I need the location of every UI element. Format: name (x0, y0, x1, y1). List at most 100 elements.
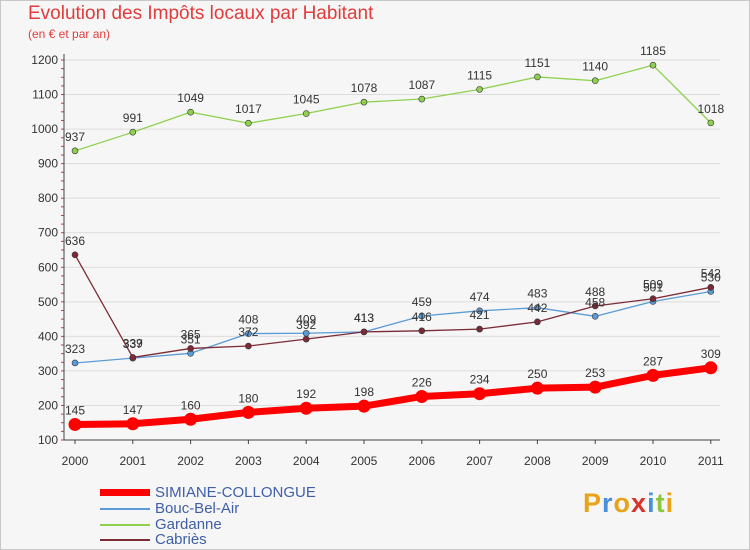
data-point (245, 342, 252, 350)
x-tick-label: 2005 (351, 454, 378, 468)
data-point (591, 77, 599, 85)
data-point (71, 147, 79, 155)
data-label: 180 (238, 391, 258, 405)
data-point (530, 381, 544, 395)
data-label: 365 (181, 327, 201, 341)
data-label: 145 (65, 403, 85, 417)
data-point (241, 405, 255, 419)
data-label: 1151 (524, 56, 550, 70)
grid-lines (64, 59, 720, 441)
legend-label-bouc-bel-air: Bouc-Bel-Air (155, 500, 240, 517)
series-line-simiane-collongue (74, 364, 712, 428)
data-label: 1045 (293, 93, 320, 107)
data-label: 937 (65, 130, 85, 144)
data-label: 459 (412, 295, 432, 309)
data-point (707, 119, 715, 127)
data-label: 416 (412, 310, 432, 324)
legend-label-gardanne: Gardanne (155, 516, 222, 533)
data-point (68, 417, 82, 431)
data-label: 542 (701, 266, 721, 280)
y-tick-label: 100 (38, 433, 58, 447)
data-point (360, 328, 368, 336)
data-point (649, 295, 657, 303)
legend-swatch-bouc-bel-air (100, 508, 150, 510)
data-point (534, 318, 541, 326)
data-point (187, 108, 194, 116)
data-label: 1017 (235, 102, 262, 116)
data-label: 147 (123, 403, 143, 417)
axes: 100 200 300 400 500 600 700 800 900 1000 1100 1200 2… (31, 53, 724, 468)
data-label: 408 (238, 313, 258, 327)
y-tick-label: 200 (38, 398, 58, 412)
x-tick-label: 2009 (582, 454, 609, 468)
data-point (299, 401, 313, 415)
series-line-cabri-s (74, 254, 711, 359)
data-point (71, 251, 79, 259)
x-tick-label: 2006 (408, 454, 435, 468)
data-label: 1018 (697, 102, 724, 116)
data-point (360, 98, 368, 106)
data-point (129, 354, 137, 361)
data-label: 1087 (408, 78, 435, 92)
data-point (184, 412, 198, 426)
x-tick-label: 2001 (119, 454, 146, 468)
data-point (418, 95, 426, 103)
data-point (476, 307, 483, 315)
data-label: 413 (354, 311, 374, 325)
data-label: 488 (585, 285, 605, 299)
x-tick-label: 2004 (293, 454, 320, 468)
data-point (588, 380, 602, 394)
data-label: 372 (238, 325, 258, 339)
data-label: 1185 (640, 44, 666, 58)
y-tick-label: 500 (38, 295, 58, 309)
data-label: 253 (585, 366, 605, 380)
x-tick-label: 2002 (177, 454, 204, 468)
data-label: 198 (354, 385, 374, 399)
y-tick-label: 400 (38, 329, 58, 343)
data-label: 409 (296, 312, 316, 326)
data-point (415, 389, 429, 403)
data-label: 351 (181, 332, 201, 346)
y-tick-label: 300 (38, 364, 58, 378)
data-point (534, 73, 541, 81)
series-group (68, 61, 718, 431)
y-tick-label: 900 (38, 157, 58, 171)
data-label: 339 (123, 336, 143, 350)
x-tick-label: 2008 (524, 454, 551, 468)
data-label: 442 (527, 301, 547, 315)
data-point (476, 325, 483, 333)
data-label: 1140 (582, 60, 608, 74)
data-label: 636 (65, 234, 85, 248)
series-line-bouc-bel-air (74, 290, 711, 364)
legend-item-gardanne: Gardanne (100, 516, 400, 533)
x-tick-label: 2010 (640, 454, 667, 468)
data-point (245, 330, 252, 337)
data-point (591, 302, 599, 310)
y-tick-label: 1200 (31, 53, 58, 67)
data-point (71, 359, 79, 367)
proxiti-logo: Proxiti (583, 488, 675, 518)
data-label: 413 (354, 311, 374, 325)
legend-swatch-cabries (100, 539, 150, 541)
data-point (357, 399, 371, 413)
data-labels: 145 147 160 180 192 198 226 234 250 253 287 309 323 3… (65, 44, 724, 417)
data-label: 250 (527, 367, 547, 381)
data-point (418, 312, 426, 320)
data-label: 509 (643, 278, 663, 292)
legend-swatch-simiane (100, 489, 150, 496)
x-tick-label: 2007 (466, 454, 493, 468)
data-point (534, 304, 541, 311)
legend-item-bouc-bel-air: Bouc-Bel-Air (100, 500, 400, 517)
y-tick-label: 600 (38, 260, 58, 274)
y-tick-label: 1100 (32, 88, 58, 102)
data-label: 991 (123, 111, 143, 125)
data-point (302, 110, 310, 117)
data-point (418, 327, 426, 335)
data-label: 458 (585, 295, 605, 309)
data-label: 1115 (467, 68, 492, 82)
data-label: 234 (470, 373, 490, 387)
data-label: 160 (181, 398, 201, 412)
data-point (126, 417, 140, 431)
data-point (245, 119, 252, 127)
